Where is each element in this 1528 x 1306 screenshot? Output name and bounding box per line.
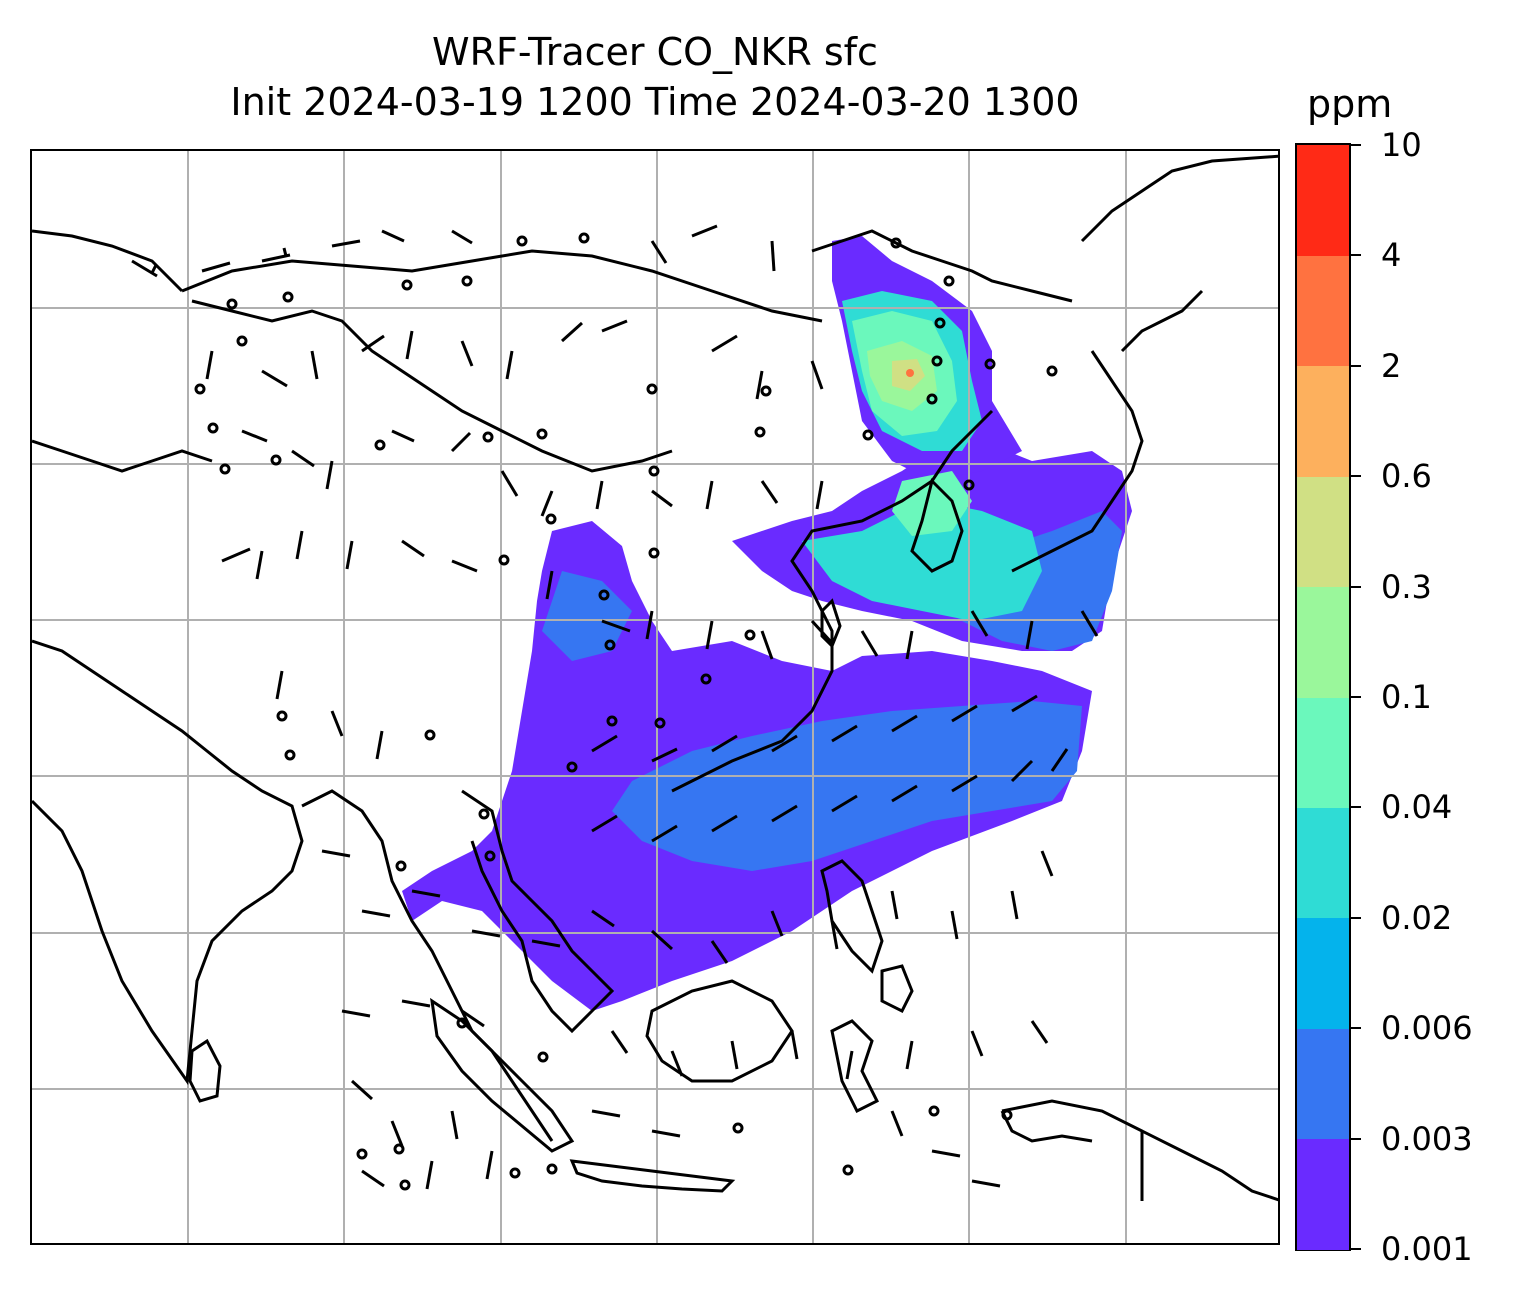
colorbar-tick-label: 0.001 xyxy=(1381,1230,1473,1268)
gridlines xyxy=(32,151,1278,1243)
colorbar-segment xyxy=(1297,476,1349,587)
colorbar-units: ppm xyxy=(1307,82,1393,126)
colorbar xyxy=(1295,143,1351,1251)
colorbar-tick xyxy=(1351,144,1361,146)
tracer-shading xyxy=(402,236,1132,1011)
colorbar-tick xyxy=(1351,1138,1361,1140)
colorbar-segment xyxy=(1297,145,1349,256)
colorbar-segment xyxy=(1297,1139,1349,1250)
colorbar-tick xyxy=(1351,696,1361,698)
colorbar-tick-label: 0.003 xyxy=(1381,1120,1473,1158)
plume-level-2-west xyxy=(542,571,632,661)
colorbar-tick xyxy=(1351,1248,1361,1250)
coastlines xyxy=(32,154,1278,1202)
colorbar-tick-label: 0.3 xyxy=(1381,568,1432,606)
colorbar-tick-label: 0.006 xyxy=(1381,1009,1473,1047)
colorbar-tick xyxy=(1351,254,1361,256)
colorbar-tick xyxy=(1351,365,1361,367)
plume-source-max xyxy=(906,369,914,377)
map-canvas xyxy=(32,151,1278,1243)
colorbar-tick-label: 0.6 xyxy=(1381,457,1432,495)
colorbar-tick xyxy=(1351,917,1361,919)
chart-title-line-1: WRF-Tracer CO_NKR sfc xyxy=(432,30,878,74)
colorbar-segment xyxy=(1297,807,1349,918)
colorbar-tick-label: 10 xyxy=(1381,126,1422,164)
colorbar-tick xyxy=(1351,475,1361,477)
colorbar-segment xyxy=(1297,587,1349,698)
colorbar-segment xyxy=(1297,255,1349,366)
colorbar-tick-label: 2 xyxy=(1381,347,1402,385)
colorbar-segment xyxy=(1297,366,1349,477)
map-panel xyxy=(30,149,1280,1245)
colorbar-segment xyxy=(1297,697,1349,808)
colorbar-segment xyxy=(1297,1028,1349,1139)
colorbar-tick-label: 0.02 xyxy=(1381,899,1453,937)
colorbar-segment xyxy=(1297,918,1349,1029)
chart-title-line-2: Init 2024-03-19 1200 Time 2024-03-20 130… xyxy=(230,80,1080,124)
wind-barbs xyxy=(131,224,1099,1190)
plume-level-2 xyxy=(612,701,1082,871)
colorbar-tick xyxy=(1351,1027,1361,1029)
plume-level-5-ne xyxy=(892,471,972,536)
colorbar-tick-label: 0.1 xyxy=(1381,678,1432,716)
colorbar-tick xyxy=(1351,806,1361,808)
calm-markers xyxy=(194,232,1058,1191)
colorbar-tick xyxy=(1351,586,1361,588)
colorbar-tick-label: 4 xyxy=(1381,236,1402,274)
colorbar-tick-label: 0.04 xyxy=(1381,788,1453,826)
